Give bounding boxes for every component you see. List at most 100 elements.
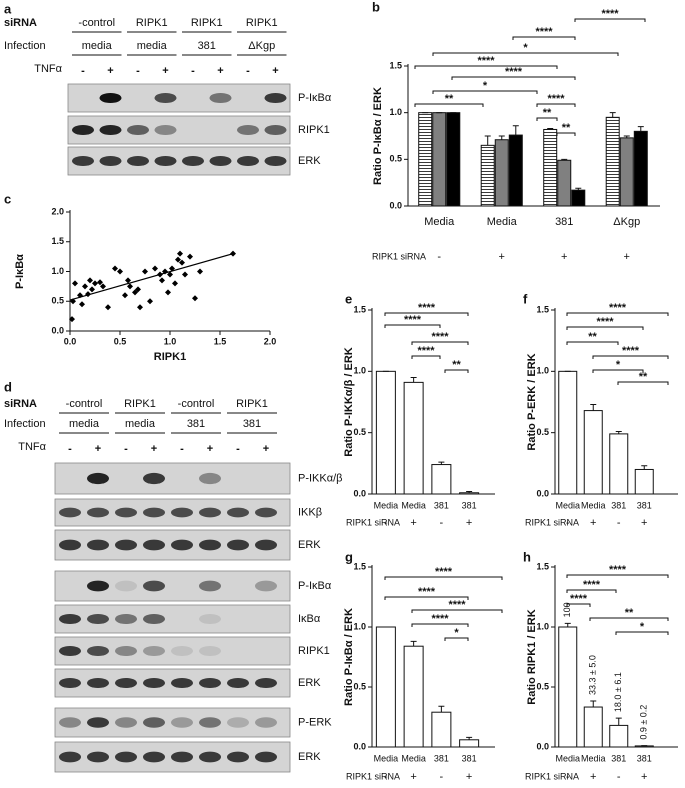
point [179, 259, 185, 266]
band [199, 507, 221, 518]
point [97, 279, 103, 286]
significance-label: **** [535, 26, 553, 38]
x-tick-label: 381 [637, 753, 652, 763]
significance-label: **** [418, 302, 436, 314]
band [115, 613, 137, 625]
error-bar [564, 622, 571, 627]
error-bar [609, 112, 616, 118]
band [199, 472, 221, 485]
point [112, 265, 118, 272]
band [171, 677, 193, 689]
significance-label: ** [639, 371, 648, 383]
value-label: 18.0 ± 6.1 [613, 672, 623, 712]
significance-bracket [411, 609, 503, 613]
tnf-label: + [272, 65, 278, 77]
tnf-label: + [217, 65, 223, 77]
tnf-label: + [95, 443, 101, 455]
band [115, 507, 137, 518]
band [87, 677, 109, 689]
significance-label: * [616, 359, 621, 371]
y-tick-label: 0.0 [536, 741, 549, 751]
point [182, 271, 188, 278]
point [125, 277, 131, 284]
band [99, 92, 122, 104]
band [115, 539, 137, 551]
band [59, 717, 81, 728]
point [162, 268, 168, 275]
significance-label: **** [609, 302, 627, 314]
sirna-label: RIPK1 [191, 17, 223, 29]
infection-label: media [69, 418, 100, 430]
y-tick-label: 1.0 [536, 366, 549, 376]
significance-bracket [414, 65, 558, 69]
y-axis-label: Ratio P-IκBα / ERK [372, 87, 384, 185]
y-axis-label: Ratio P-IKKα/β / ERK [343, 347, 355, 456]
point [192, 295, 198, 302]
row-label: P-IKKα/β [298, 472, 342, 484]
point [105, 304, 111, 311]
band [143, 507, 165, 518]
bar [403, 645, 424, 748]
point [127, 283, 133, 290]
sirna-sign: + [624, 251, 630, 263]
significance-bracket [414, 103, 484, 107]
y-tick-label: 1.5 [51, 236, 64, 246]
band [264, 124, 287, 136]
bar [508, 134, 523, 207]
error-bar [561, 158, 568, 161]
significance-bracket [556, 132, 576, 136]
group-label: RIPK1 siRNA [525, 771, 579, 781]
tnf-label: - [236, 443, 240, 455]
sirna-sign: - [566, 771, 570, 783]
significance-bracket [384, 576, 503, 580]
infection-label: media [82, 40, 113, 52]
sirna-sign: + [641, 517, 647, 529]
significance-label: ** [445, 93, 454, 105]
bar [494, 139, 509, 207]
point [79, 301, 85, 308]
band [255, 677, 277, 689]
bar [633, 130, 648, 207]
band [87, 613, 109, 625]
row-label: P-IκBα [298, 580, 332, 592]
significance-label: ** [543, 107, 552, 119]
sirna-label: RIPK1 [236, 398, 268, 410]
error-bar [512, 125, 519, 136]
x-tick-label: 381 [434, 753, 449, 763]
band [87, 645, 109, 657]
sirna-sign: + [590, 517, 596, 529]
sirna-sign: + [641, 771, 647, 783]
x-tick-label: 0.0 [64, 336, 77, 346]
x-tick-label: Media [424, 216, 455, 228]
significance-bracket [384, 312, 469, 316]
significance-label: **** [417, 345, 435, 357]
point [167, 271, 173, 278]
y-tick-label: 1.5 [536, 561, 549, 571]
row-label: ERK [298, 155, 321, 167]
tnf-label: + [207, 443, 213, 455]
band [115, 645, 137, 657]
bar [432, 112, 447, 207]
x-axis-label: RIPK1 [154, 351, 186, 363]
significance-label: **** [404, 314, 422, 326]
significance-bracket [432, 52, 619, 56]
panel-letter: c [4, 191, 11, 206]
trendline [69, 253, 234, 301]
significance-label: ** [625, 607, 634, 619]
significance-bracket [384, 324, 441, 328]
significance-bracket [592, 355, 669, 359]
bar [558, 370, 578, 495]
band [59, 539, 81, 551]
band [199, 717, 221, 728]
sirna-sign: - [440, 517, 444, 529]
error-bar [590, 403, 597, 411]
sirna-sign: - [566, 517, 570, 529]
y-tick-label: 1.0 [389, 107, 402, 117]
y-tick-label: 1.0 [353, 621, 366, 631]
band [255, 717, 277, 728]
band [87, 507, 109, 518]
band [87, 751, 109, 763]
point [169, 265, 175, 272]
significance-label: * [454, 627, 459, 639]
band [154, 124, 177, 136]
